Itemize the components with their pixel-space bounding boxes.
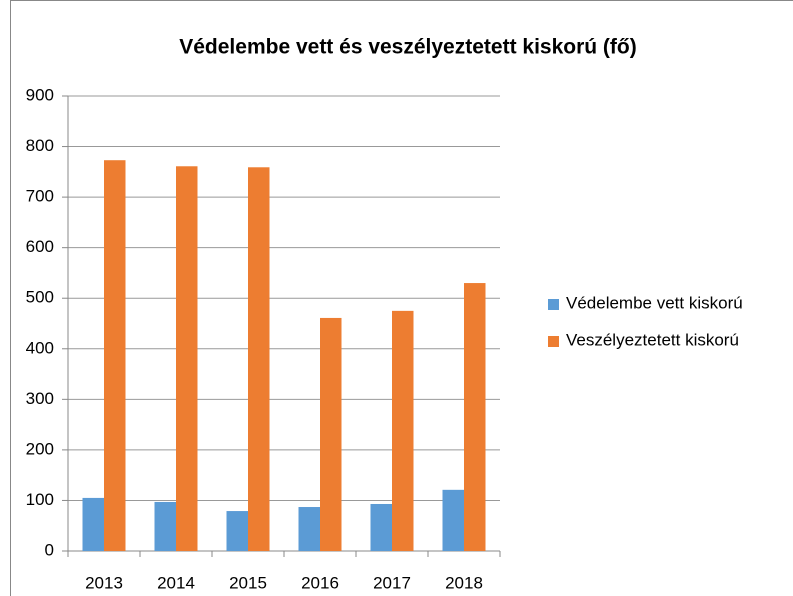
y-tick-label: 800 <box>26 136 54 155</box>
legend-swatch <box>548 336 559 347</box>
y-tick-label: 600 <box>26 237 54 256</box>
bar <box>392 310 414 551</box>
x-tick-label: 2014 <box>157 573 195 592</box>
chart-title: Védelembe vett és veszélyeztetett kiskor… <box>179 36 637 59</box>
y-tick-label: 400 <box>26 338 54 357</box>
bar <box>442 489 464 551</box>
y-tick-label: 100 <box>26 490 54 509</box>
y-tick-label: 0 <box>45 540 54 559</box>
y-tick-label: 900 <box>26 85 54 104</box>
bar <box>370 503 392 551</box>
x-tick-label: 2018 <box>445 573 483 592</box>
x-tick-label: 2013 <box>85 573 123 592</box>
legend-label: Védelembe vett kiskorú <box>566 293 743 312</box>
y-tick-label: 300 <box>26 389 54 408</box>
bar <box>248 167 270 552</box>
x-tick-label: 2016 <box>301 573 339 592</box>
bar <box>104 160 126 551</box>
bar <box>226 511 248 551</box>
bar <box>464 283 486 551</box>
y-tick-label: 500 <box>26 288 54 307</box>
bar <box>154 501 176 551</box>
y-tick-label: 200 <box>26 439 54 458</box>
x-tick-label: 2017 <box>373 573 411 592</box>
bar <box>176 166 198 551</box>
bar <box>320 317 342 551</box>
x-tick-label: 2015 <box>229 573 267 592</box>
bar <box>82 497 104 551</box>
y-tick-label: 700 <box>26 187 54 206</box>
legend-label: Veszélyeztetett kiskorú <box>566 330 739 349</box>
bar <box>298 507 320 551</box>
legend-swatch <box>548 299 559 310</box>
